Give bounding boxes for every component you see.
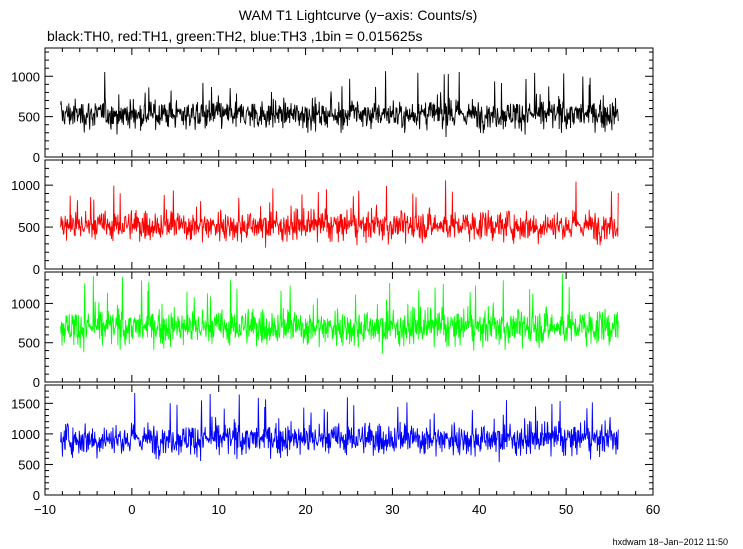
panel-frame bbox=[44, 159, 654, 270]
footer-timestamp: hxdwam 18−Jan−2012 11:50 bbox=[613, 537, 728, 547]
x-tick-label: 20 bbox=[298, 502, 312, 517]
chart-title: WAM T1 Lightcurve (y−axis: Counts/s) bbox=[239, 7, 477, 23]
y-tick-label: 1500 bbox=[11, 396, 40, 411]
x-axis: −10 0 10 20 30 40 50 60 bbox=[34, 502, 660, 517]
y-tick-label: 0 bbox=[33, 262, 40, 277]
x-tick-label: 30 bbox=[385, 502, 399, 517]
series-line-th1 bbox=[60, 180, 619, 248]
y-tick-label: 500 bbox=[18, 220, 40, 235]
panel-th0: 0 500 1000 bbox=[11, 47, 654, 165]
x-tick-label: −10 bbox=[34, 502, 56, 517]
panel-th2: 0 500 1000 bbox=[11, 271, 654, 390]
y-tick-label: 500 bbox=[18, 336, 40, 351]
y-tick-label: 0 bbox=[33, 488, 40, 503]
x-tick-label: 10 bbox=[211, 502, 225, 517]
y-tick-label: 0 bbox=[33, 150, 40, 165]
y-tick-label: 500 bbox=[18, 457, 40, 472]
series-line-th3 bbox=[60, 393, 619, 463]
y-tick-label: 500 bbox=[18, 110, 40, 125]
y-tick-label: 1000 bbox=[11, 296, 40, 311]
x-tick-label: 0 bbox=[128, 502, 135, 517]
panel-frame bbox=[44, 47, 654, 158]
x-tick-label: 60 bbox=[646, 502, 660, 517]
chart-subtitle: black:TH0, red:TH1, green:TH2, blue:TH3 … bbox=[47, 28, 422, 44]
x-tick-label: 50 bbox=[559, 502, 573, 517]
y-tick-label: 1000 bbox=[11, 427, 40, 442]
y-tick-label: 1000 bbox=[11, 69, 40, 84]
panel-th3: 0 500 1000 1500 bbox=[11, 384, 654, 503]
y-tick-label: 1000 bbox=[11, 178, 40, 193]
panels-layer: 0 500 1000 0 500 1000 0 500 1000 0 500 1000 1500 bbox=[11, 47, 654, 503]
x-tick-label: 40 bbox=[472, 502, 486, 517]
series-line-th0 bbox=[60, 71, 619, 138]
series-line-th2 bbox=[60, 273, 619, 354]
y-tick-label: 0 bbox=[33, 375, 40, 390]
panel-th1: 0 500 1000 bbox=[11, 159, 654, 277]
